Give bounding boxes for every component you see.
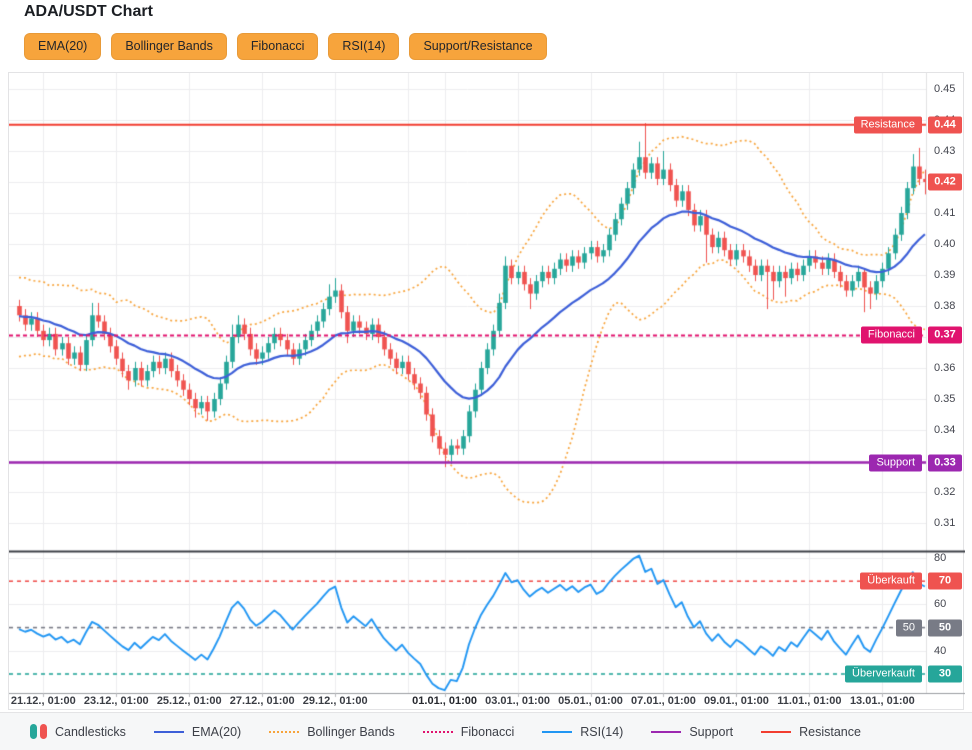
legend-item-ema20: EMA(20): [153, 724, 242, 739]
indicator-toggle-ema20-button[interactable]: EMA(20): [24, 33, 102, 60]
fibonacci-label-badge: Fibonacci: [860, 326, 922, 344]
legend-label-bollinger-bands: Bollinger Bands: [307, 724, 395, 739]
price-axis-tick: 0.45: [934, 83, 956, 95]
support-value-badge: 0.33: [928, 454, 962, 472]
bollinger-bands-swatch-icon: [269, 730, 300, 733]
indicator-toggle-fibonacci-button[interactable]: Fibonacci: [236, 33, 319, 60]
time-axis-label: 03.01., 01:00: [485, 695, 550, 707]
price-axis-tick: 0.34: [934, 424, 956, 436]
rsi-axis-tick: 40: [934, 644, 947, 657]
legend-label-fibonacci: Fibonacci: [460, 724, 515, 739]
page-title: ADA/USDT Chart: [24, 3, 153, 20]
candlesticks-swatch-icon: [30, 724, 47, 739]
resistance-label-badge: Resistance: [853, 116, 922, 134]
indicator-toolbar: EMA(20) Bollinger Bands Fibonacci RSI(14) Su…: [24, 33, 547, 60]
price-axis-tick: 0.35: [934, 393, 956, 405]
price-axis-tick: 0.39: [934, 269, 956, 281]
last-price-badge: 0.42: [928, 173, 962, 191]
resistance-value-badge: 0.44: [928, 116, 962, 134]
time-axis-label: 27.12., 01:00: [229, 695, 295, 707]
time-axis-label: 13.01., 01:00: [849, 695, 915, 707]
support-swatch-icon: [651, 730, 682, 733]
price-axis-tick: 0.41: [934, 207, 956, 219]
price-chart-canvas[interactable]: [9, 73, 965, 711]
time-axis-label: 23.12., 01:00: [83, 695, 149, 707]
oversold-label-badge: Überverkauft: [845, 665, 922, 683]
price-axis-tick: 0.36: [934, 362, 956, 374]
chart-card: 0.45 0.44 0.43 0.42 0.41 0.40 0.39 0.38 0.37 0.36…: [8, 72, 965, 711]
price-axis-tick: 0.38: [934, 300, 956, 312]
fibonacci-swatch-icon: [422, 730, 453, 733]
time-axis-label: 05.01., 01:00: [558, 695, 623, 707]
indicator-toggle-bollinger-bands-button[interactable]: Bollinger Bands: [111, 33, 227, 60]
time-axis-label: 21.12., 01:00: [10, 695, 76, 707]
overbought-value-badge: 70: [928, 572, 962, 590]
legend-label-support: Support: [689, 724, 734, 739]
oversold-value-badge: 30: [928, 665, 962, 683]
rsi-axis-tick: 60: [934, 598, 947, 611]
legend-label-rsi14: RSI(14): [580, 724, 624, 739]
time-axis-label: 25.12., 01:00: [156, 695, 222, 707]
legend-item-rsi14: RSI(14): [542, 725, 623, 739]
time-axis-label: 07.01., 01:00: [631, 695, 696, 707]
price-axis-tick: 0.43: [934, 145, 956, 157]
price-axis-tick: 0.40: [934, 238, 956, 250]
legend-item-support: Support: [651, 725, 733, 739]
legend-label-candlesticks: Candlesticks: [55, 724, 126, 739]
ema20-swatch-icon: [153, 730, 184, 733]
price-axis-tick: 0.31: [934, 517, 956, 529]
rsi-axis-tick: 80: [934, 552, 947, 564]
time-axis-label: 11.01., 01:00: [777, 695, 842, 707]
support-label-badge: Support: [869, 454, 922, 472]
rsi-midline-label-badge: 50: [895, 619, 922, 637]
indicator-toggle-support-resistance-button[interactable]: Support/Resistance: [409, 33, 547, 60]
overbought-label-badge: Überkauft: [860, 572, 922, 590]
time-axis-label: 09.01., 01:00: [704, 695, 769, 707]
time-axis-label: 01.01., 01:00: [412, 695, 478, 707]
time-axis-label: 29.12., 01:00: [302, 695, 368, 707]
rsi14-swatch-icon: [542, 730, 573, 733]
indicator-toggle-rsi14-button[interactable]: RSI(14): [328, 33, 400, 60]
resistance-swatch-icon: [761, 730, 792, 733]
legend-item-resistance: Resistance: [761, 725, 861, 739]
price-axis-tick: 0.32: [934, 486, 956, 498]
legend-item-fibonacci: Fibonacci: [422, 724, 515, 739]
legend-label-resistance: Resistance: [799, 724, 861, 739]
rsi-midline-value-badge: 50: [928, 619, 962, 637]
legend-label-ema20: EMA(20): [191, 724, 242, 739]
fibonacci-value-badge: 0.37: [928, 326, 962, 344]
legend-item-bollinger-bands: Bollinger Bands: [269, 725, 395, 739]
legend-item-candlesticks: Candlesticks: [30, 724, 126, 739]
chart-legend: Candlesticks EMA(20) Bollinger Bands Fibona…: [0, 712, 972, 750]
